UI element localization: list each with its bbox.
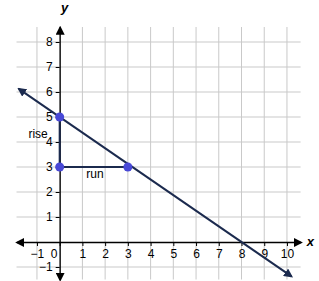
grid-line <box>173 27 174 280</box>
tick-label: 2 <box>102 247 109 261</box>
tick-mark <box>264 242 265 246</box>
grid-line <box>286 27 287 280</box>
tick: −1 <box>31 242 45 261</box>
tick-mark <box>219 242 220 246</box>
tick: 7 <box>216 242 223 261</box>
tick-label: 7 <box>46 60 53 74</box>
point <box>55 113 64 122</box>
tick-label: 8 <box>46 35 53 49</box>
grid-line <box>150 27 151 280</box>
tick-mark <box>287 242 288 246</box>
point <box>123 163 132 172</box>
grid-line <box>196 27 197 280</box>
tick-label: 7 <box>216 247 223 261</box>
tick-label: 1 <box>80 247 87 261</box>
tick: 4 <box>148 242 155 261</box>
tick-mark <box>128 242 129 246</box>
tick-label: 10 <box>281 247 295 261</box>
grid-line <box>17 192 301 193</box>
tick-mark <box>56 267 60 268</box>
tick-label: 5 <box>170 247 177 261</box>
tick-label: 3 <box>125 247 132 261</box>
tick: −1 <box>39 260 60 274</box>
tick-mark <box>173 242 174 246</box>
tick-label: 1 <box>46 210 53 224</box>
tick-label: 3 <box>46 160 53 174</box>
grid-line <box>36 27 37 280</box>
tick-label: −1 <box>31 247 45 261</box>
grid-line <box>17 42 301 43</box>
grid-line <box>127 27 128 280</box>
tick-label: −1 <box>39 260 53 274</box>
tick: 7 <box>46 60 60 74</box>
grid-line <box>59 27 60 280</box>
tick-mark <box>56 92 60 93</box>
tick: 0 <box>51 242 60 261</box>
tick-mark <box>56 42 60 43</box>
tick-label: 6 <box>193 247 200 261</box>
tick-label: 2 <box>46 185 53 199</box>
grid-line <box>17 217 301 218</box>
tick: 2 <box>46 185 60 199</box>
tick: 10 <box>281 242 295 261</box>
grid-line <box>264 27 265 280</box>
annotation: run <box>86 167 103 181</box>
tick: 6 <box>193 242 200 261</box>
grid-line <box>17 267 301 268</box>
line <box>19 89 292 277</box>
tick: 6 <box>46 85 60 99</box>
tick-label: 4 <box>148 247 155 261</box>
tick-mark <box>105 242 106 246</box>
axis-line <box>60 28 61 281</box>
tick-label: 8 <box>239 247 246 261</box>
tick: 2 <box>102 242 109 261</box>
tick-mark <box>82 242 83 246</box>
annotation: rise <box>28 127 48 141</box>
tick: 8 <box>46 35 60 49</box>
tick: 3 <box>125 242 132 261</box>
chart: −1012345678910−112345678xyriserun <box>0 0 319 281</box>
grid <box>17 27 301 280</box>
tick-label: 6 <box>46 85 53 99</box>
tick-mark <box>56 217 60 218</box>
tick-mark <box>56 67 60 68</box>
line <box>59 117 61 167</box>
tick: 1 <box>80 242 87 261</box>
tick-label: 0 <box>51 247 58 261</box>
tick-mark <box>151 242 152 246</box>
grid-line <box>218 27 219 280</box>
x-axis-title: x <box>306 234 315 249</box>
y-axis: −112345678 <box>39 28 60 281</box>
grid-line <box>17 92 301 93</box>
tick-mark <box>196 242 197 246</box>
tick: 5 <box>170 242 177 261</box>
tick: 4 <box>46 135 60 149</box>
plot-area <box>19 89 292 277</box>
y-axis-title: y <box>60 0 69 15</box>
tick-mark <box>37 242 38 246</box>
tick-mark <box>56 192 60 193</box>
grid-line <box>82 27 83 280</box>
grid-line <box>105 27 106 280</box>
tick: 1 <box>46 210 60 224</box>
point <box>55 163 64 172</box>
grid-line <box>17 67 301 68</box>
